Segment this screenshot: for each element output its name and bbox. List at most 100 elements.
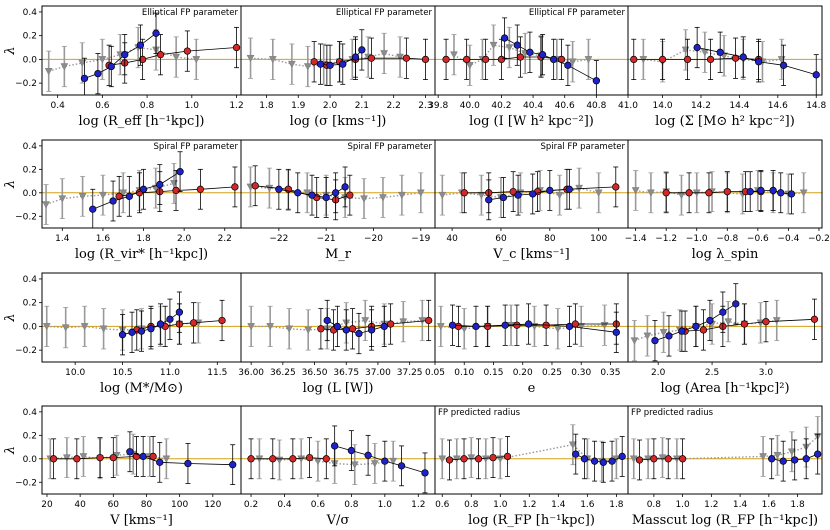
gray-point [450,51,458,59]
red-point [454,322,463,331]
blue-point [347,446,356,455]
x-tick-label: −0.4 [777,234,799,244]
blue-point [326,61,334,69]
red-point [269,455,277,463]
x-tick-label: −0.6 [747,234,769,244]
panel-frame [41,405,242,495]
y-tick-label: 0.4 [23,275,38,285]
gray-point [631,187,640,195]
blue-point [331,442,339,450]
blue-point [768,455,776,463]
gray-point [643,332,652,340]
gray-series-line [45,182,175,206]
gray-point [119,189,128,197]
gray-point [759,453,768,461]
x-axis-label: Masscut log (R_FP [h⁻¹kpc]) [632,513,818,528]
panel-title: Elliptical FP parameter [142,8,239,18]
blue-point [139,185,148,193]
panel-title: Elliptical FP parameter [529,8,626,18]
x-tick-label: −1.4 [625,234,647,244]
blue-point [529,190,537,198]
blue-point [501,321,509,329]
gray-point [266,323,275,331]
x-tick-label: 1.2 [229,101,243,111]
red-point [503,452,512,461]
gray-point [78,59,87,67]
gray-point [192,56,201,64]
panel-frame [627,405,823,495]
red-series-line [464,186,616,194]
y-tick-label: −0.2 [15,79,37,89]
gray-point [297,455,306,463]
blue-point [342,326,350,334]
red-point [442,55,450,64]
blue-point [367,326,376,334]
blue-point [779,61,788,69]
x-tick-label: 36.75 [333,368,359,378]
gray-point [773,452,782,460]
red-point [96,453,104,462]
x-axis-label: log (R_vir* [h⁻¹kpc]) [75,247,208,262]
blue-point [777,189,785,197]
panel-title: Elliptical FP parameter [336,8,433,18]
gray-point [399,318,408,326]
blue-point [176,168,184,176]
gray-point [477,191,486,200]
panel-9: 10.0 10.5 11.0 11.5 −0.2 0.0 0.2 0.4 λ log (M*/M⊙… [3,272,242,396]
gray-point [44,68,53,76]
y-tick-label: 0.4 [23,408,38,418]
x-tick-label: 10.5 [113,368,133,378]
blue-point [322,193,330,202]
red-point [658,55,667,64]
gray-point [389,457,398,466]
x-axis-label: log (L [W]) [303,381,374,396]
gray-point [247,323,256,331]
y-tick-label: −0.2 [15,478,37,488]
gray-point [98,56,107,64]
x-tick-label: 1.2 [411,500,425,510]
red-point [402,54,411,62]
blue-point [147,325,155,333]
y-axis-label: λ [3,313,18,322]
blue-point [485,196,493,204]
blue-point [128,328,136,336]
blue-series-line [697,47,817,76]
x-tick-label: 1.8 [790,500,805,510]
x-tick-label: −21 [317,234,336,244]
x-tick-label: 40 [446,234,458,244]
x-tick-label: 1.8 [259,101,274,111]
gray-point [268,56,277,64]
blue-point [156,458,164,466]
gray-point [98,191,107,200]
blue-point [592,77,601,85]
blue-point [397,462,406,470]
y-tick-label: 0.2 [23,431,37,441]
gray-point [630,337,639,345]
blue-point [716,48,724,56]
blue-point [333,322,342,331]
x-tick-label: 2.5 [705,368,719,378]
red-point [196,185,205,193]
panel-frame [627,139,823,229]
blue-point [769,186,777,195]
red-point [662,189,670,197]
gray-point [489,41,498,50]
panel-14: 0.2 0.4 0.6 0.8 1.0 1.2 V/σ [240,405,436,528]
x-tick-label: 40.4 [523,101,543,111]
blue-point [599,458,607,466]
gray-point [416,189,425,197]
x-tick-label: 1.4 [551,500,566,510]
blue-point [118,331,127,339]
gray-point [577,323,586,331]
gray-point [99,325,108,333]
gray-point [80,323,89,331]
red-point [705,189,713,197]
blue-point [651,336,659,345]
x-tick-label: 2.0 [177,234,192,244]
blue-point [565,322,574,331]
x-tick-label: 10.0 [65,368,85,378]
red-point [635,456,644,464]
blue-point [136,41,145,49]
x-tick-label: 1.0 [185,101,200,111]
gray-point [467,454,476,462]
